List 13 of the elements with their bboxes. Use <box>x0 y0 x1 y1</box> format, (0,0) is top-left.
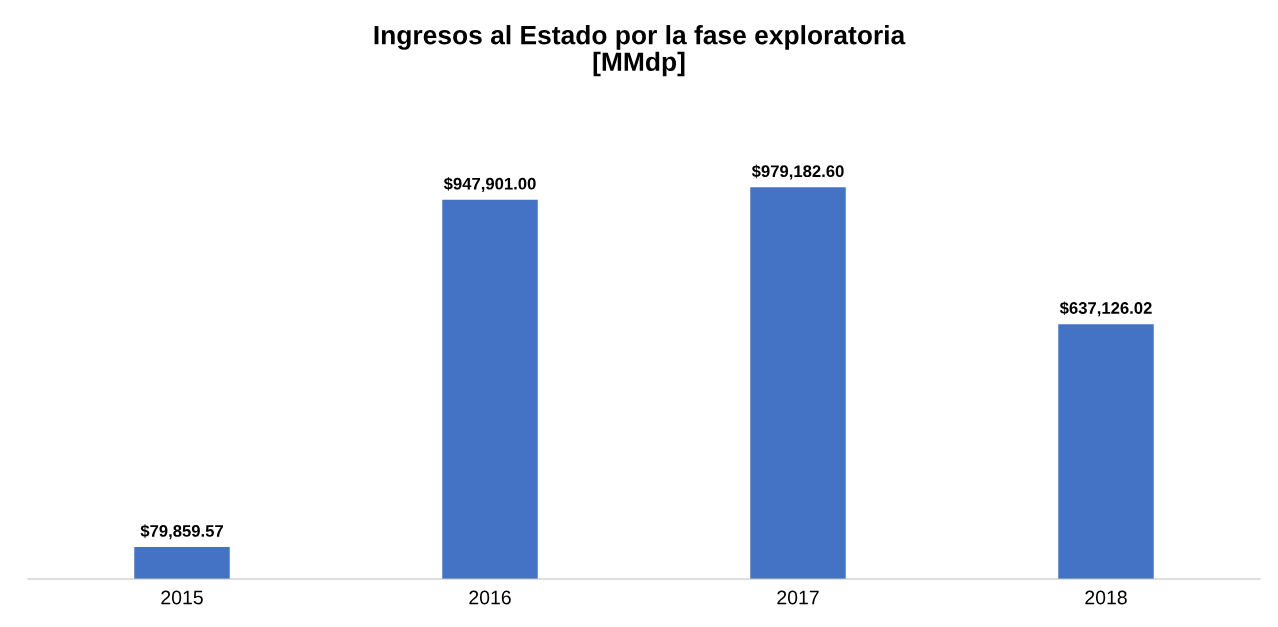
data-label: $79,859.57 <box>140 524 223 540</box>
bar <box>1058 324 1154 579</box>
x-tick-label: 2016 <box>469 590 511 605</box>
data-label: $637,126.02 <box>1059 301 1152 317</box>
bar <box>134 547 230 579</box>
x-tick-label: 2015 <box>161 590 203 605</box>
data-label: $979,182.60 <box>751 164 844 180</box>
chart-title: Ingresos al Estado por la fase exploratoria [MMdp] <box>374 25 906 77</box>
bar <box>750 187 846 579</box>
data-label: $947,901.00 <box>443 177 536 193</box>
bar <box>442 199 538 579</box>
x-tick-label: 2018 <box>1085 590 1127 605</box>
x-tick-label: 2017 <box>777 590 819 605</box>
